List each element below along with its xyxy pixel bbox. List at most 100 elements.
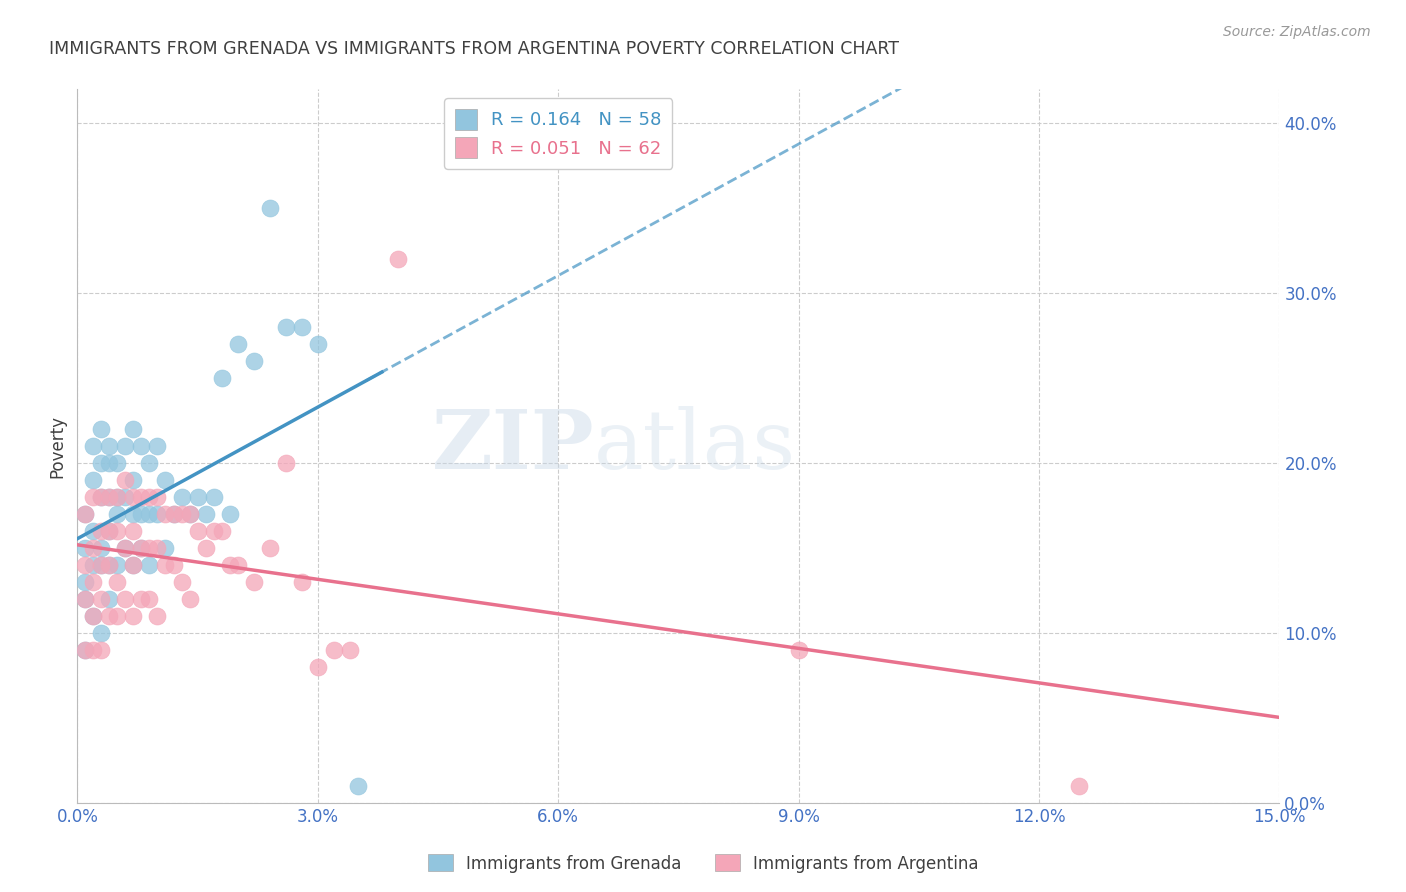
Point	[162, 507, 184, 521]
Point	[170, 507, 193, 521]
Point	[75, 591, 97, 606]
Point	[75, 541, 97, 555]
Point	[194, 507, 217, 521]
Point	[75, 643, 97, 657]
Point	[146, 490, 169, 504]
Point	[122, 422, 145, 436]
Point	[90, 490, 112, 504]
Point	[274, 456, 297, 470]
Point	[82, 473, 104, 487]
Point	[98, 439, 121, 453]
Legend: Immigrants from Grenada, Immigrants from Argentina: Immigrants from Grenada, Immigrants from…	[420, 847, 986, 880]
Point	[339, 643, 361, 657]
Point	[211, 371, 233, 385]
Point	[75, 591, 97, 606]
Point	[107, 490, 129, 504]
Point	[98, 524, 121, 538]
Point	[122, 558, 145, 572]
Point	[787, 643, 810, 657]
Point	[82, 558, 104, 572]
Point	[259, 541, 281, 555]
Text: atlas: atlas	[595, 406, 796, 486]
Legend: R = 0.164   N = 58, R = 0.051   N = 62: R = 0.164 N = 58, R = 0.051 N = 62	[444, 98, 672, 169]
Point	[170, 490, 193, 504]
Point	[155, 507, 177, 521]
Point	[186, 490, 209, 504]
Point	[90, 558, 112, 572]
Point	[107, 524, 129, 538]
Point	[90, 643, 112, 657]
Point	[107, 490, 129, 504]
Point	[98, 490, 121, 504]
Point	[75, 507, 97, 521]
Point	[138, 456, 160, 470]
Point	[122, 507, 145, 521]
Text: ZIP: ZIP	[432, 406, 595, 486]
Point	[146, 541, 169, 555]
Point	[347, 779, 370, 793]
Point	[138, 591, 160, 606]
Y-axis label: Poverty: Poverty	[48, 415, 66, 477]
Point	[98, 558, 121, 572]
Point	[82, 541, 104, 555]
Point	[155, 541, 177, 555]
Point	[90, 626, 112, 640]
Point	[131, 490, 153, 504]
Point	[218, 558, 240, 572]
Point	[107, 608, 129, 623]
Point	[146, 439, 169, 453]
Point	[242, 354, 264, 368]
Point	[179, 591, 201, 606]
Point	[98, 608, 121, 623]
Point	[114, 490, 136, 504]
Point	[107, 574, 129, 589]
Point	[98, 591, 121, 606]
Point	[131, 541, 153, 555]
Point	[162, 507, 184, 521]
Point	[90, 490, 112, 504]
Point	[194, 541, 217, 555]
Point	[179, 507, 201, 521]
Point	[1069, 779, 1091, 793]
Point	[307, 660, 329, 674]
Point	[90, 541, 112, 555]
Point	[75, 643, 97, 657]
Point	[202, 524, 225, 538]
Point	[131, 439, 153, 453]
Point	[114, 591, 136, 606]
Point	[155, 558, 177, 572]
Point	[82, 574, 104, 589]
Point	[82, 439, 104, 453]
Point	[138, 507, 160, 521]
Point	[307, 337, 329, 351]
Point	[138, 558, 160, 572]
Text: IMMIGRANTS FROM GRENADA VS IMMIGRANTS FROM ARGENTINA POVERTY CORRELATION CHART: IMMIGRANTS FROM GRENADA VS IMMIGRANTS FR…	[49, 40, 900, 58]
Point	[82, 608, 104, 623]
Point	[138, 541, 160, 555]
Point	[155, 473, 177, 487]
Point	[179, 507, 201, 521]
Point	[146, 608, 169, 623]
Point	[131, 591, 153, 606]
Point	[82, 643, 104, 657]
Point	[107, 507, 129, 521]
Point	[114, 439, 136, 453]
Point	[131, 507, 153, 521]
Point	[75, 507, 97, 521]
Point	[90, 524, 112, 538]
Point	[259, 201, 281, 215]
Point	[122, 473, 145, 487]
Point	[291, 320, 314, 334]
Point	[82, 490, 104, 504]
Point	[114, 473, 136, 487]
Point	[75, 558, 97, 572]
Point	[218, 507, 240, 521]
Point	[122, 490, 145, 504]
Point	[186, 524, 209, 538]
Point	[211, 524, 233, 538]
Point	[242, 574, 264, 589]
Point	[322, 643, 344, 657]
Point	[291, 574, 314, 589]
Point	[122, 524, 145, 538]
Point	[98, 490, 121, 504]
